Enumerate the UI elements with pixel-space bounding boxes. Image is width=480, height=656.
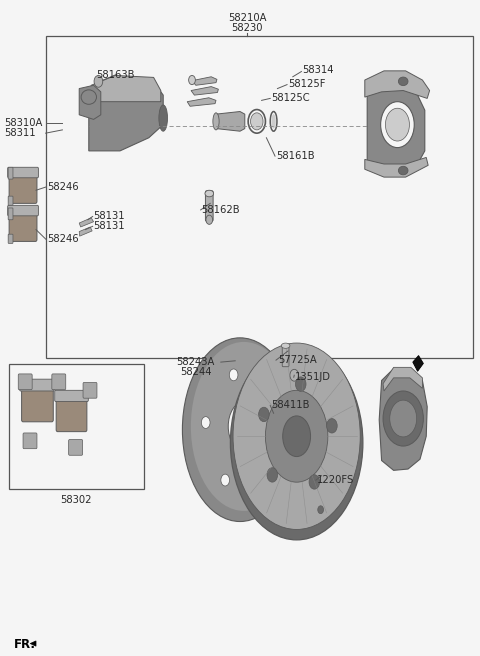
Text: 1220FS: 1220FS	[317, 475, 354, 485]
Polygon shape	[365, 157, 428, 177]
Text: 58163B: 58163B	[96, 70, 134, 80]
Polygon shape	[383, 367, 422, 391]
FancyBboxPatch shape	[9, 172, 37, 203]
Polygon shape	[30, 641, 36, 646]
Text: 58131: 58131	[94, 211, 125, 222]
Polygon shape	[192, 77, 217, 85]
Text: 58246: 58246	[47, 234, 79, 245]
Ellipse shape	[228, 401, 259, 451]
Circle shape	[251, 113, 263, 130]
Text: 58125F: 58125F	[288, 79, 325, 89]
Polygon shape	[187, 98, 216, 106]
Polygon shape	[379, 369, 427, 470]
Text: 58131: 58131	[94, 221, 125, 232]
Circle shape	[259, 407, 269, 422]
Ellipse shape	[182, 338, 298, 522]
Polygon shape	[191, 87, 218, 95]
Text: 58230: 58230	[231, 22, 263, 33]
FancyBboxPatch shape	[8, 167, 38, 178]
Text: FR.: FR.	[13, 638, 36, 651]
Circle shape	[221, 474, 229, 486]
Polygon shape	[79, 227, 92, 236]
Polygon shape	[367, 85, 425, 172]
FancyBboxPatch shape	[8, 234, 13, 243]
Circle shape	[94, 75, 103, 87]
Text: 58243A: 58243A	[177, 357, 215, 367]
Polygon shape	[79, 218, 94, 227]
Polygon shape	[79, 85, 101, 119]
Circle shape	[266, 397, 275, 409]
Text: 58246: 58246	[47, 182, 79, 192]
FancyBboxPatch shape	[20, 379, 54, 391]
Ellipse shape	[205, 190, 214, 197]
Circle shape	[327, 419, 337, 433]
FancyBboxPatch shape	[282, 344, 289, 367]
Bar	[46, 36, 473, 358]
FancyBboxPatch shape	[9, 210, 37, 241]
Circle shape	[261, 462, 269, 474]
FancyBboxPatch shape	[8, 205, 38, 216]
Text: 57725A: 57725A	[278, 355, 317, 365]
Ellipse shape	[213, 113, 219, 130]
FancyBboxPatch shape	[8, 196, 13, 205]
Circle shape	[267, 468, 277, 482]
Circle shape	[296, 377, 306, 392]
Ellipse shape	[281, 343, 290, 348]
FancyBboxPatch shape	[8, 208, 13, 220]
Text: 58161B: 58161B	[276, 151, 314, 161]
Ellipse shape	[265, 390, 328, 482]
Polygon shape	[413, 356, 423, 371]
Bar	[9, 364, 144, 489]
FancyBboxPatch shape	[8, 167, 13, 179]
FancyBboxPatch shape	[56, 396, 87, 432]
Ellipse shape	[159, 105, 168, 131]
Ellipse shape	[233, 343, 360, 529]
FancyBboxPatch shape	[69, 440, 83, 455]
Circle shape	[385, 108, 409, 141]
Text: 58162B: 58162B	[202, 205, 240, 215]
Circle shape	[381, 102, 414, 148]
FancyBboxPatch shape	[23, 433, 37, 449]
FancyBboxPatch shape	[52, 374, 66, 390]
Text: 58311: 58311	[4, 128, 36, 138]
Circle shape	[229, 369, 238, 380]
FancyBboxPatch shape	[205, 191, 213, 221]
Polygon shape	[91, 75, 161, 102]
Circle shape	[318, 506, 324, 514]
FancyBboxPatch shape	[18, 374, 32, 390]
Ellipse shape	[398, 166, 408, 175]
Text: 58314: 58314	[302, 65, 334, 75]
Text: 58210A: 58210A	[228, 13, 266, 24]
Circle shape	[383, 391, 423, 446]
FancyBboxPatch shape	[55, 390, 88, 401]
Text: 58411B: 58411B	[271, 400, 310, 411]
Ellipse shape	[81, 90, 96, 104]
Circle shape	[390, 400, 417, 437]
Text: 58125C: 58125C	[271, 92, 310, 103]
Circle shape	[202, 417, 210, 428]
Polygon shape	[365, 71, 430, 98]
Circle shape	[290, 369, 299, 381]
Ellipse shape	[398, 77, 408, 86]
Circle shape	[189, 75, 195, 85]
Ellipse shape	[230, 346, 363, 540]
Text: 1351JD: 1351JD	[295, 372, 331, 382]
Ellipse shape	[283, 416, 311, 457]
Polygon shape	[216, 112, 245, 131]
Text: 58310A: 58310A	[4, 117, 42, 128]
Text: 58302: 58302	[60, 495, 92, 505]
Polygon shape	[89, 82, 163, 151]
FancyBboxPatch shape	[83, 382, 97, 398]
Text: 58244: 58244	[180, 367, 212, 377]
Ellipse shape	[191, 342, 297, 511]
Ellipse shape	[271, 114, 276, 129]
Circle shape	[309, 475, 320, 489]
Circle shape	[206, 215, 213, 224]
FancyBboxPatch shape	[22, 385, 53, 422]
